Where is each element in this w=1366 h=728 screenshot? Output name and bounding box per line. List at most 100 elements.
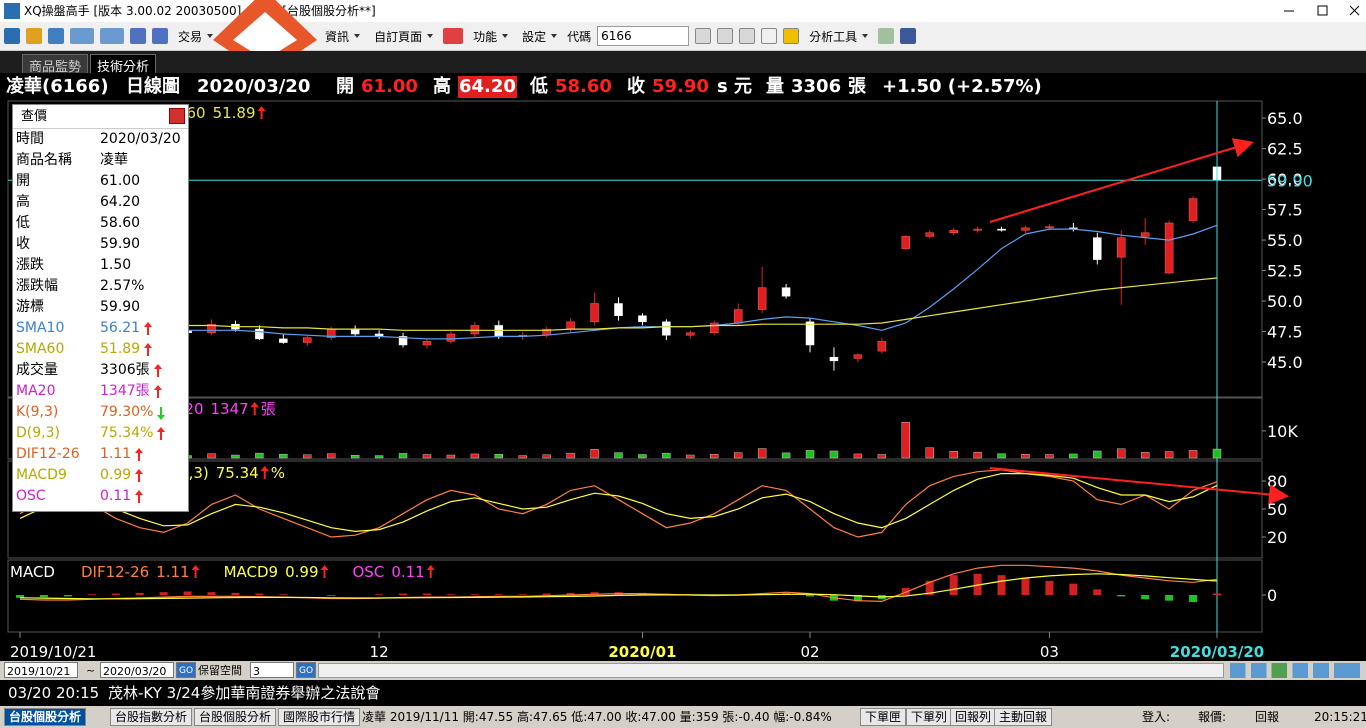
arrow-head xyxy=(135,468,144,474)
panel-row: OSC 0.11 xyxy=(13,486,188,507)
status-button[interactable]: 回報列 xyxy=(950,708,997,726)
volume-bar xyxy=(566,452,575,459)
menu-label[interactable]: 分析工具 xyxy=(809,29,858,44)
arrow-head xyxy=(144,321,153,327)
app-icon xyxy=(4,3,20,19)
tab[interactable]: 技術分析 xyxy=(90,54,157,75)
osc-bar xyxy=(1045,580,1054,595)
status-button[interactable]: 下單列 xyxy=(906,708,953,726)
volume-bar xyxy=(997,453,1006,459)
header-high-label: 高 xyxy=(433,76,451,97)
menu-label[interactable]: 交易 xyxy=(178,29,203,44)
menu-label[interactable]: 設定 xyxy=(522,29,547,44)
x-tick-label: 02 xyxy=(800,643,819,661)
tool-icon[interactable] xyxy=(26,28,42,44)
volume-bar xyxy=(542,454,551,459)
candle-body xyxy=(494,325,504,337)
candle-body xyxy=(805,321,815,346)
tool-icon[interactable] xyxy=(4,28,20,44)
tab[interactable]: 商品監勢 xyxy=(22,54,89,75)
up-arrow xyxy=(153,384,162,398)
menu-label[interactable]: 資訊 xyxy=(325,29,350,44)
y-tick-label: 47.5 xyxy=(1267,323,1303,342)
quote-panel: 查價 時間 2020/03/20 商品名稱 凌華開 61.00 高 64.20 低 58.60 收… xyxy=(12,104,189,512)
status-tab[interactable]: 國際股市行情 xyxy=(278,708,361,726)
osc-bar xyxy=(255,593,264,595)
tool-icon[interactable] xyxy=(739,28,756,44)
trend-icon xyxy=(157,426,166,440)
up-arrow xyxy=(426,565,435,578)
chart-area: 45.0 47.5 50.0 52.5 55.0 57.5 60.0 62.5 65.0 59.9… xyxy=(0,100,1366,661)
date-from[interactable]: 2019/10/21 xyxy=(4,662,78,678)
row-label: 成交量 xyxy=(16,362,58,378)
tool-icon[interactable] xyxy=(130,28,146,44)
osc-bar xyxy=(63,595,72,597)
window-controls[interactable] xyxy=(1270,0,1366,22)
tool-icon[interactable] xyxy=(48,28,64,44)
menu-item[interactable]: 功能 xyxy=(469,28,512,45)
volume-bar xyxy=(925,447,934,459)
panel-row: SMA10 56.21 xyxy=(13,318,188,339)
osc-bar xyxy=(901,587,910,595)
panel-row: 漲跌幅 2.57% xyxy=(13,276,188,297)
tool-icon[interactable] xyxy=(783,28,800,44)
up-arrow xyxy=(260,466,269,479)
volume-bar xyxy=(1140,452,1150,459)
row-label: MACD9 xyxy=(16,467,67,483)
go-button[interactable]: GO xyxy=(176,662,196,678)
header-volume-label: 量 xyxy=(766,76,784,97)
date-to[interactable]: 2020/03/20 xyxy=(100,662,174,678)
panel-row: 漲跌 1.50 xyxy=(13,255,188,276)
scrollbar[interactable] xyxy=(318,663,1224,678)
menu-item[interactable]: 設定 xyxy=(518,28,561,45)
tool-icon[interactable] xyxy=(900,28,917,44)
tool-icon[interactable] xyxy=(878,28,895,44)
tool-icon[interactable] xyxy=(100,28,124,44)
osc-bar xyxy=(111,593,120,595)
osc-bar xyxy=(39,595,48,598)
row-label: 開 xyxy=(16,173,30,189)
tool-icon[interactable] xyxy=(717,28,734,44)
volume-bar xyxy=(1069,453,1078,459)
arrow-head xyxy=(320,565,329,570)
row-label: MA20 xyxy=(16,383,56,399)
tool-icon[interactable] xyxy=(70,28,94,44)
code-input[interactable]: 6166 xyxy=(597,26,690,46)
menu-label[interactable]: 功能 xyxy=(473,29,498,44)
line-series xyxy=(20,277,1218,331)
status-button[interactable]: 主動回報 xyxy=(994,708,1053,726)
menu-item[interactable]: 資訊 xyxy=(321,28,364,45)
menu-caret xyxy=(862,34,869,38)
arrow-head xyxy=(135,489,144,495)
row-value: 56.21 xyxy=(100,320,141,336)
y-tick-label: 0 xyxy=(1267,586,1277,605)
menu-item[interactable]: 交易 xyxy=(174,28,217,45)
menu-label[interactable]: 自訂頁面 xyxy=(374,29,423,44)
osc-bar xyxy=(279,594,288,595)
osc-bar xyxy=(1213,593,1221,595)
candle-body xyxy=(686,332,695,336)
tool-icon[interactable] xyxy=(152,28,168,44)
go-button[interactable]: GO xyxy=(296,662,316,678)
menu-item[interactable]: 自訂頁面 xyxy=(370,28,437,45)
tool-icon[interactable] xyxy=(761,28,778,44)
reserve-input[interactable]: 3 xyxy=(250,662,294,678)
panel-row: 低 58.60 xyxy=(13,213,188,234)
trend-icon xyxy=(135,489,144,503)
status-tab[interactable]: 台股指數分析 xyxy=(110,708,193,726)
price-panel xyxy=(7,100,1263,398)
volume-bar xyxy=(829,450,839,459)
tool-icon[interactable] xyxy=(695,28,712,44)
tool-icon[interactable] xyxy=(443,28,464,44)
status-tab[interactable]: 台股個股分析 xyxy=(4,708,87,726)
trend-icon xyxy=(144,321,153,335)
status-tab[interactable]: 台股個股分析 xyxy=(194,708,277,726)
close-button[interactable] xyxy=(169,108,185,124)
ticker-text[interactable]: 茂林-KY 3/24參加華南證券舉辦之法說會 xyxy=(108,684,381,702)
up-arrow xyxy=(157,426,166,440)
status-login: 登入: xyxy=(1142,710,1171,724)
chart-tools[interactable] xyxy=(1230,663,1360,678)
status-button[interactable]: 下單匣 xyxy=(860,708,907,726)
menu-item[interactable]: 分析工具 xyxy=(805,28,872,45)
row-value-wrap: 61.00 xyxy=(100,171,140,192)
